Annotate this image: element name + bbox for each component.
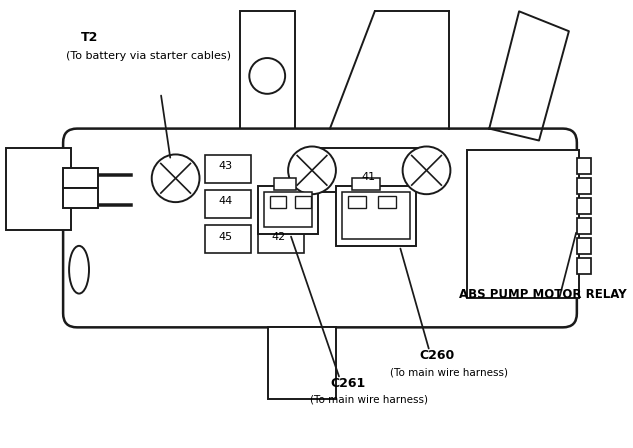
Text: (To main wire harness): (To main wire harness) <box>310 395 428 405</box>
Bar <box>206 190 251 218</box>
Bar <box>577 159 591 174</box>
FancyBboxPatch shape <box>63 129 577 327</box>
Bar <box>320 148 420 192</box>
Bar <box>258 225 304 253</box>
Text: 42: 42 <box>271 232 285 242</box>
Bar <box>241 11 295 130</box>
Bar <box>352 178 380 190</box>
Bar <box>342 192 410 239</box>
Bar <box>467 151 579 297</box>
Polygon shape <box>489 11 569 141</box>
Text: T2: T2 <box>81 31 98 44</box>
Polygon shape <box>330 11 449 129</box>
Circle shape <box>403 146 451 194</box>
Text: (To battery via starter cables): (To battery via starter cables) <box>66 51 231 61</box>
Bar <box>63 188 98 208</box>
Bar <box>577 238 591 254</box>
Bar <box>63 168 98 188</box>
Bar <box>348 196 366 208</box>
Circle shape <box>152 155 199 202</box>
Bar <box>577 178 591 194</box>
Ellipse shape <box>69 246 89 293</box>
Bar <box>264 192 312 227</box>
Circle shape <box>288 146 336 194</box>
Bar <box>268 327 336 399</box>
Bar <box>295 196 311 208</box>
Bar <box>258 186 318 234</box>
Bar <box>270 196 286 208</box>
Bar <box>577 258 591 274</box>
Bar <box>274 178 296 190</box>
Bar <box>577 198 591 214</box>
Text: 41: 41 <box>361 172 376 182</box>
Bar <box>6 148 71 230</box>
Text: C260: C260 <box>420 349 454 362</box>
Bar <box>336 186 415 246</box>
Text: 45: 45 <box>218 232 232 242</box>
Circle shape <box>249 58 285 94</box>
Bar <box>206 225 251 253</box>
Text: 43: 43 <box>218 161 232 171</box>
Bar <box>206 155 251 183</box>
Text: C261: C261 <box>330 377 365 390</box>
Text: (To main wire harness): (To main wire harness) <box>390 367 508 377</box>
Text: 44: 44 <box>218 196 232 206</box>
Text: ABS PUMP MOTOR RELAY: ABS PUMP MOTOR RELAY <box>459 288 627 301</box>
Bar <box>577 218 591 234</box>
Bar <box>378 196 396 208</box>
